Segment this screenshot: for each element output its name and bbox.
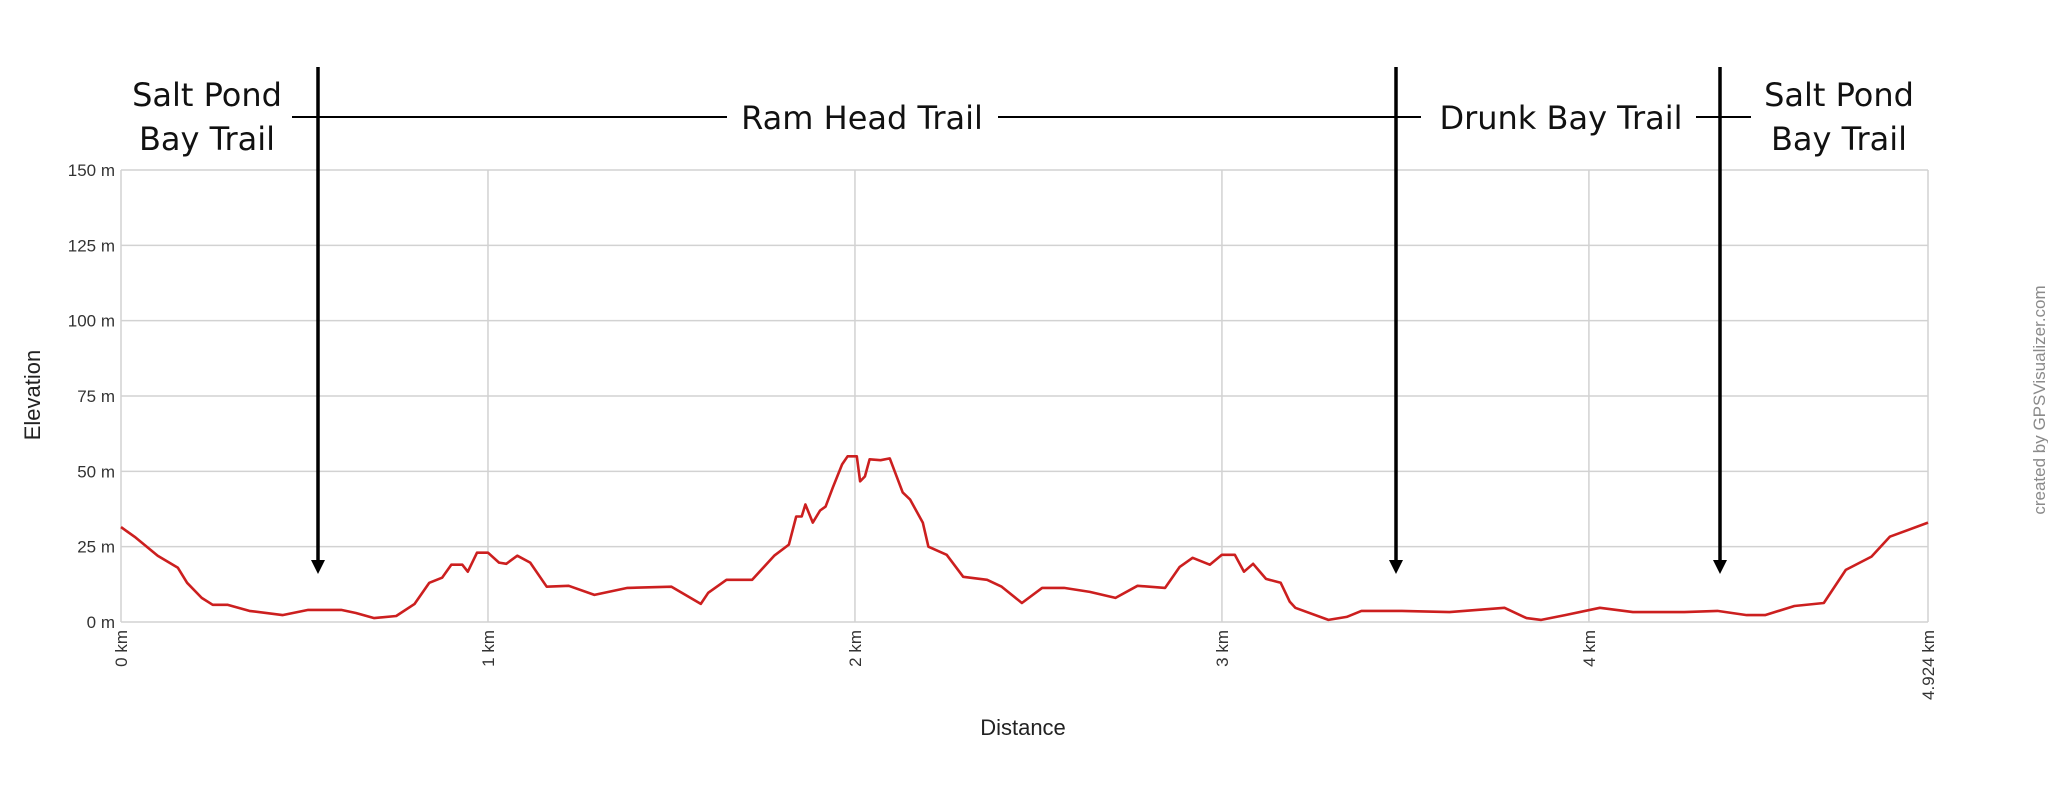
divider-arrow-2: [1389, 67, 1403, 574]
x-tick-label: 4.924 km: [1919, 630, 1938, 700]
x-tick-label: 2 km: [846, 630, 865, 667]
trail-label-salt-pond-end-line2: Bay Trail: [1771, 120, 1907, 158]
trail-label-salt-pond-end-line1: Salt Pond: [1764, 76, 1914, 114]
y-tick-label: 50 m: [77, 462, 115, 481]
divider-arrow-1: [311, 67, 325, 574]
y-tick-label: 125 m: [68, 236, 115, 255]
elevation-line: [120, 454, 1929, 622]
y-axis-tick-labels: 0 m 25 m 50 m 75 m 100 m 125 m 150 m: [68, 161, 115, 632]
watermark-text: created by GPSVisualizer.com: [2030, 285, 2048, 514]
trail-label-drunk-bay: Drunk Bay Trail: [1439, 99, 1682, 137]
x-tick-label: 1 km: [479, 630, 498, 667]
y-tick-label: 75 m: [77, 387, 115, 406]
arrow-down-icon: [311, 560, 325, 574]
arrow-down-icon: [1389, 560, 1403, 574]
divider-arrow-3: [1713, 67, 1727, 574]
trail-label-salt-pond-start-line2: Bay Trail: [139, 120, 275, 158]
divider-arrows: [311, 67, 1727, 574]
trail-label-ram-head: Ram Head Trail: [741, 99, 983, 137]
x-axis-tick-labels: 0 km 1 km 2 km 3 km 4 km 4.924 km: [112, 630, 1938, 700]
x-tick-label: 0 km: [112, 630, 131, 667]
trail-labels: Salt Pond Bay Trail Ram Head Trail Drunk…: [132, 76, 1914, 158]
chart-gridlines: [120, 169, 1929, 623]
x-tick-label: 4 km: [1580, 630, 1599, 667]
x-axis-title: Distance: [980, 715, 1066, 740]
y-tick-label: 25 m: [77, 538, 115, 557]
y-tick-label: 0 m: [87, 613, 115, 632]
arrow-down-icon: [1713, 560, 1727, 574]
y-tick-label: 150 m: [68, 161, 115, 180]
x-tick-label: 3 km: [1213, 630, 1232, 667]
y-tick-label: 100 m: [68, 312, 115, 331]
y-axis-title: Elevation: [20, 350, 45, 441]
trail-label-salt-pond-start-line1: Salt Pond: [132, 76, 282, 114]
